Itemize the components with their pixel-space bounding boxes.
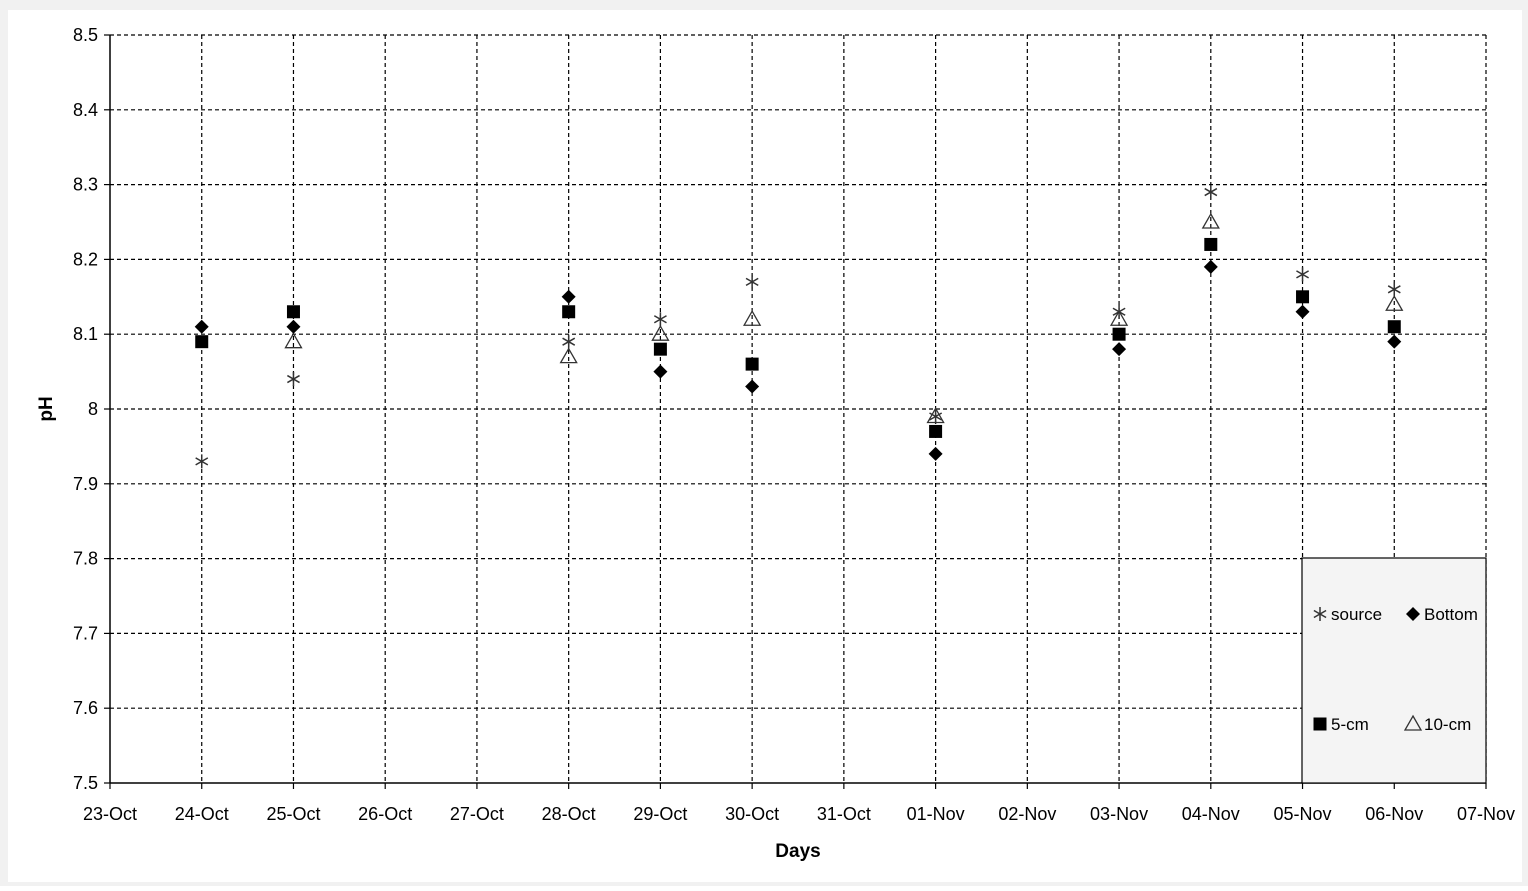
y-tick-label: 8 — [88, 399, 98, 419]
legend-marker-5-cm — [1313, 717, 1327, 731]
legend-box — [1301, 557, 1487, 784]
data-point-5-cm — [1387, 320, 1401, 334]
x-axis-ticks: 23-Oct 24-Oct 25-Oct 26-Oct 27-Oct 28-Oct 29-O… — [83, 783, 1515, 824]
x-tick-label: 31-Oct — [817, 804, 871, 824]
data-point-source — [1296, 267, 1309, 282]
data-point-10-cm — [559, 347, 578, 364]
data-point-bottom — [745, 379, 760, 394]
data-point-source — [1204, 185, 1218, 200]
data-point-10-cm — [1109, 309, 1129, 326]
data-point-bottom — [1387, 334, 1402, 349]
data-point-5-cm — [562, 305, 576, 319]
grid — [110, 34, 1487, 783]
x-tick-label: 25-Oct — [266, 804, 320, 824]
y-axis-label: pH — [36, 396, 57, 421]
data-point-source — [1112, 304, 1126, 319]
legend-label-source: source — [1331, 605, 1382, 624]
legend-marker-bottom — [1406, 607, 1420, 621]
data-point-5-cm — [1204, 237, 1218, 251]
y-tick-label: 8.1 — [73, 324, 98, 344]
legend: source Bottom 5-cm 10-cm — [1301, 557, 1487, 784]
data-point-10-cm — [284, 332, 303, 349]
data-point-bottom — [1112, 342, 1127, 357]
data-point-bottom — [928, 446, 943, 461]
legend-label-5-cm: 5-cm — [1331, 715, 1369, 734]
y-tick-label: 8.2 — [73, 249, 98, 269]
data-point-source — [745, 274, 759, 289]
x-tick-label: 26-Oct — [358, 804, 412, 824]
x-tick-label: 07-Nov — [1457, 804, 1515, 824]
data-point-bottom — [653, 364, 668, 379]
y-tick-label: 8.5 — [73, 25, 98, 45]
y-tick-label: 7.9 — [73, 474, 98, 494]
data-point-10-cm — [1201, 212, 1220, 229]
x-tick-label: 02-Nov — [998, 804, 1056, 824]
y-tick-label: 7.5 — [73, 773, 98, 793]
data-point-bottom — [561, 289, 576, 304]
x-tick-label: 23-Oct — [83, 804, 137, 824]
data-point-5-cm — [653, 342, 667, 356]
y-tick-label: 8.3 — [73, 175, 98, 195]
data-point-bottom — [286, 319, 301, 334]
x-tick-label: 04-Nov — [1182, 804, 1240, 824]
data-point-5-cm — [929, 424, 943, 438]
data-point-bottom — [194, 319, 209, 334]
data-point-source — [287, 372, 300, 387]
data-point-source — [562, 334, 576, 349]
x-tick-label: 24-Oct — [175, 804, 229, 824]
data-point-5-cm — [195, 335, 209, 349]
y-tick-label: 7.8 — [73, 549, 98, 569]
data-point-source — [929, 409, 943, 424]
legend-label-bottom: Bottom — [1424, 605, 1478, 624]
data-point-source — [1387, 282, 1401, 297]
x-tick-label: 03-Nov — [1090, 804, 1148, 824]
x-axis-label: Days — [775, 841, 820, 862]
data-points — [194, 185, 1404, 469]
x-tick-label: 05-Nov — [1274, 804, 1332, 824]
y-tick-label: 7.6 — [73, 698, 98, 718]
data-point-source — [195, 454, 209, 469]
data-point-bottom — [1295, 304, 1310, 319]
legend-marker-10-cm — [1403, 714, 1423, 731]
data-point-10-cm — [743, 309, 762, 326]
x-tick-label: 29-Oct — [633, 804, 687, 824]
data-point-10-cm — [1385, 294, 1404, 311]
data-point-10-cm — [651, 324, 670, 341]
data-point-5-cm — [286, 305, 300, 319]
data-point-5-cm — [1296, 290, 1310, 304]
data-point-5-cm — [1112, 327, 1126, 341]
x-tick-label: 01-Nov — [907, 804, 965, 824]
data-point-5-cm — [745, 357, 759, 371]
data-point-bottom — [1203, 259, 1218, 274]
legend-marker-source — [1313, 607, 1327, 621]
y-axis-ticks: 7.5 7.6 7.7 7.8 7.9 8 8.1 8.2 8.3 8.4 8.5 — [73, 25, 110, 793]
x-tick-label: 06-Nov — [1365, 804, 1423, 824]
x-tick-label: 28-Oct — [542, 804, 596, 824]
y-tick-label: 8.4 — [73, 100, 98, 120]
legend-label-10-cm: 10-cm — [1424, 715, 1471, 734]
x-tick-label: 27-Oct — [450, 804, 504, 824]
y-tick-label: 7.7 — [73, 623, 98, 643]
data-point-source — [653, 312, 667, 327]
x-tick-label: 30-Oct — [725, 804, 779, 824]
